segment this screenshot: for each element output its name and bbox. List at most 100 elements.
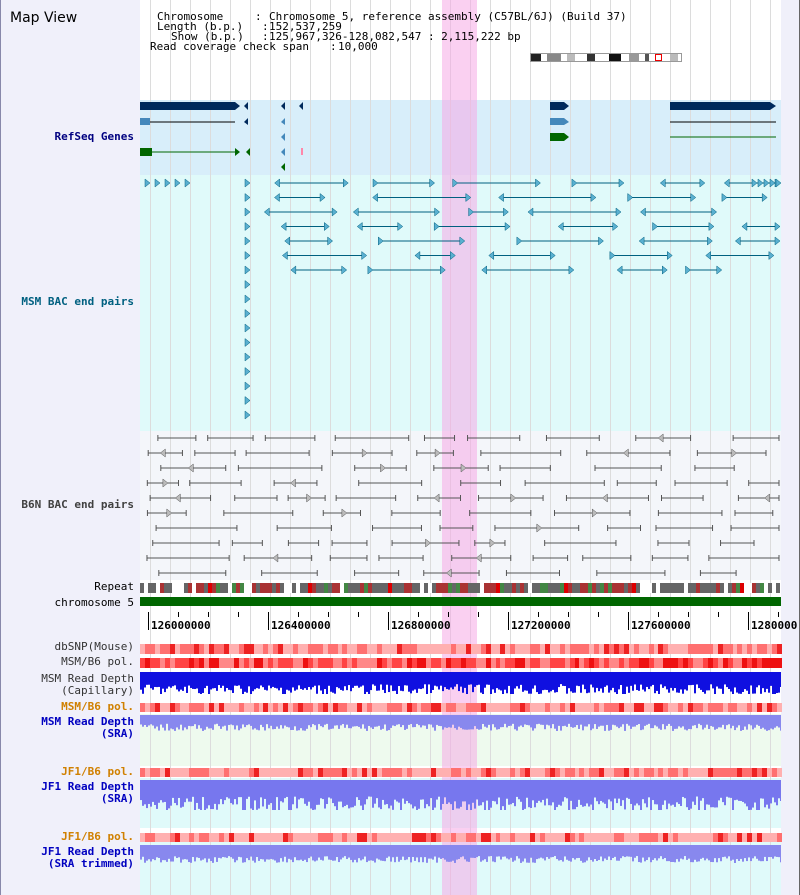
- bac-end-marker: [568, 265, 575, 275]
- bac-end-marker: [184, 178, 191, 188]
- bac-end-marker: [378, 236, 384, 246]
- repeat-label: Repeat: [94, 580, 134, 593]
- grid-line: [170, 0, 171, 895]
- chromosome-value: Chromosome 5, reference assembly (C57BL/…: [269, 10, 627, 23]
- axis-tick: [388, 612, 389, 630]
- bac-end-marker: [244, 381, 251, 391]
- bac-end-marker: [708, 221, 715, 232]
- bac-end-marker: [174, 178, 181, 188]
- bac-end-marker: [751, 178, 758, 188]
- show-label: Show (b.p.): [171, 30, 244, 43]
- bac-end-marker: [433, 493, 440, 503]
- coverage-sep: :: [330, 40, 337, 53]
- b6n-bac-end-pairs: [146, 433, 780, 578]
- bac-end-marker: [699, 178, 706, 188]
- grid-line: [290, 0, 291, 895]
- bac-end-marker: [440, 265, 446, 275]
- axis-minor-tick: [658, 612, 659, 617]
- msm-b6-pol-sra-heat-track: [140, 703, 782, 712]
- axis-tick-label: 126800000: [391, 619, 451, 632]
- bac-end-marker: [452, 178, 459, 188]
- bac-end-marker: [372, 178, 379, 188]
- bac-end-marker: [612, 221, 619, 232]
- bac-end-marker: [618, 178, 625, 188]
- right-margin: [781, 0, 800, 895]
- b6n-bac-label: B6N BAC end pairs: [21, 498, 134, 511]
- bac-end-marker: [372, 192, 378, 203]
- msm-bac-label: MSM BAC end pairs: [21, 295, 134, 308]
- bac-end-marker: [590, 192, 597, 203]
- axis-minor-tick: [178, 612, 179, 617]
- bac-end-marker: [510, 493, 517, 503]
- chromosome-bar: [140, 597, 781, 606]
- grid-line: [650, 0, 651, 895]
- axis-minor-tick: [268, 612, 269, 617]
- axis-minor-tick: [628, 612, 629, 617]
- axis-tick: [148, 612, 149, 630]
- chromosome-track-label: chromosome 5: [54, 596, 134, 609]
- jf1-depth-sra-sub-label: (SRA): [100, 792, 134, 805]
- bac-end-marker: [481, 265, 487, 275]
- bac-end-marker: [352, 207, 359, 217]
- bac-end-marker: [468, 207, 475, 217]
- bac-end-marker: [616, 265, 623, 275]
- bac-end-marker: [622, 448, 629, 458]
- axis-minor-tick: [718, 612, 719, 617]
- axis-minor-tick: [358, 612, 359, 617]
- bac-end-marker: [768, 250, 775, 261]
- grid-line: [490, 0, 491, 895]
- chromosome-ideogram[interactable]: [530, 53, 682, 62]
- bac-end-marker: [705, 250, 711, 261]
- msm-depth-cap-label: MSM Read Depth: [41, 672, 134, 685]
- grid-line: [550, 0, 551, 895]
- msm-b6-pol-heat-track: [140, 658, 782, 668]
- msm-read-depth-sra: [140, 715, 781, 731]
- msm-depth-cap-sub-label: (Capillary): [61, 684, 134, 697]
- axis-tick-label: 126000000: [151, 619, 211, 632]
- bac-end-marker: [356, 221, 363, 232]
- bac-end-marker: [716, 265, 723, 275]
- length-value: 152,537,259: [269, 20, 342, 33]
- axis-tick-label: 1280000: [751, 619, 798, 632]
- bac-end-marker: [503, 207, 509, 217]
- features-svg[interactable]: [140, 98, 781, 598]
- bac-end-marker: [640, 207, 646, 217]
- bac-end-marker: [280, 221, 287, 232]
- bac-end-marker: [244, 192, 251, 203]
- bac-end-marker: [244, 366, 251, 377]
- grid-line: [750, 0, 751, 895]
- bac-end-marker: [659, 178, 666, 188]
- grid-line: [350, 0, 351, 895]
- grid-line: [690, 0, 691, 895]
- bac-end-marker: [166, 508, 173, 518]
- bac-end-marker: [731, 448, 738, 458]
- bac-end-marker: [504, 221, 511, 232]
- axis-tick-label: 127600000: [631, 619, 691, 632]
- selected-region-highlight[interactable]: [442, 0, 477, 895]
- bac-end-marker: [397, 221, 404, 232]
- refseq-gene-models: [140, 102, 776, 171]
- axis-minor-tick: [598, 612, 599, 617]
- bac-end-marker: [615, 207, 622, 217]
- axis-minor-tick: [328, 612, 329, 617]
- bac-end-marker: [244, 221, 251, 232]
- grid-line: [710, 0, 711, 895]
- bac-end-marker: [327, 236, 334, 246]
- bac-end-marker: [535, 178, 541, 188]
- bac-end-marker: [244, 410, 251, 420]
- bac-end-marker: [244, 265, 251, 275]
- axis-tick-label: 126400000: [271, 619, 331, 632]
- bac-end-marker: [341, 508, 348, 518]
- msm-depth-sra-sub-label: (SRA): [100, 727, 134, 740]
- bac-end-marker: [290, 478, 296, 488]
- bac-end-marker: [602, 493, 608, 503]
- bac-end-marker: [244, 323, 251, 333]
- msm-bac-end-pairs: [144, 178, 781, 420]
- bac-end-marker: [460, 463, 467, 473]
- grid-line: [590, 0, 591, 895]
- refseq-genes-label: RefSeq Genes: [54, 130, 134, 143]
- axis-tick-label: 127200000: [511, 619, 571, 632]
- bac-end-marker: [757, 178, 764, 188]
- grid-line: [410, 0, 411, 895]
- axis-minor-tick: [478, 612, 479, 617]
